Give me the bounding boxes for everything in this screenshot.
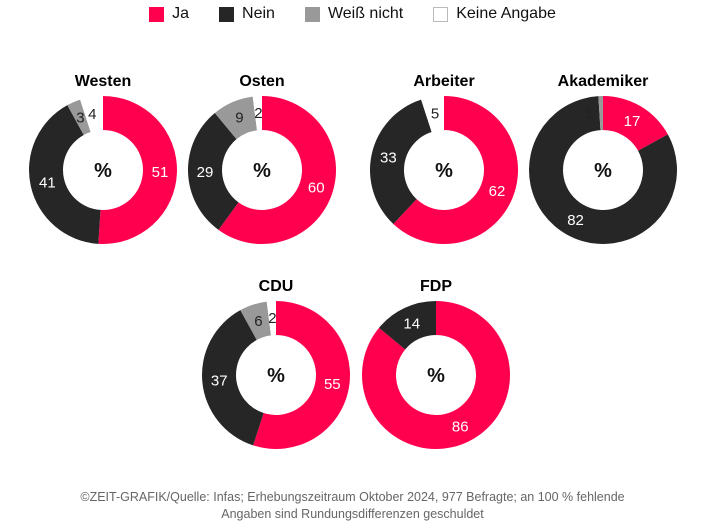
- footer: ©ZEIT-GRAFIK/Quelle: Infas; Erhebungszei…: [0, 489, 705, 523]
- donut-segment-nein: [28, 105, 101, 244]
- data-label-ja: 51: [152, 164, 169, 181]
- chart-title: Westen: [75, 73, 132, 90]
- footer-note: Angaben sind Rundungsdifferenzen geschul…: [221, 507, 484, 521]
- data-label-ja: 17: [624, 113, 641, 130]
- center-percent-label: %: [94, 160, 112, 182]
- legend-label: Keine Angabe: [456, 5, 556, 22]
- swatch-ja: [149, 6, 165, 22]
- data-label-ja: 86: [452, 419, 469, 436]
- chart-title: Akademiker: [558, 73, 649, 90]
- legend-label: Nein: [242, 5, 275, 22]
- center-percent-label: %: [435, 160, 453, 182]
- legend-item-keine: Keine Angabe: [433, 5, 556, 23]
- donut-segment-ja: [98, 96, 178, 244]
- donut-segment-nein: [202, 310, 264, 446]
- data-label-keine-angabe: 4: [88, 106, 96, 123]
- donut-segment-keine-angabe: [421, 96, 444, 132]
- swatch-nein: [219, 6, 235, 22]
- legend-item-weiss: Weiß nicht: [304, 5, 404, 23]
- swatch-weiss: [304, 6, 320, 22]
- chart-title: CDU: [259, 278, 294, 295]
- donut-segment-ja: [393, 96, 518, 244]
- donut-segment-ja: [253, 301, 350, 449]
- donut-segment-keine-angabe: [252, 96, 262, 131]
- data-label-keine-angabe: 2: [254, 105, 262, 122]
- legend-item-nein: Nein: [219, 5, 275, 23]
- legend: Ja Nein Weiß nicht Keine Angabe: [0, 5, 705, 23]
- donut-segment-ja: [603, 96, 668, 151]
- data-label-weiss-nicht: 3: [76, 110, 84, 127]
- donut-segment-nein: [370, 99, 432, 224]
- donut-segment-ja: [362, 301, 511, 450]
- data-label-nein: 37: [211, 372, 228, 389]
- data-label-weiss-nicht: 9: [235, 110, 243, 127]
- donut-segment-keine-angabe: [80, 96, 101, 132]
- data-label-ja: 55: [324, 376, 341, 393]
- swatch-keine: [433, 6, 449, 22]
- data-label-weiss-nicht: 1: [585, 105, 593, 122]
- data-label-nein: 29: [197, 164, 214, 181]
- footer-source: ©ZEIT-GRAFIK/Quelle: Infas; Erhebungszei…: [80, 490, 625, 504]
- data-label-nein: 14: [403, 315, 420, 332]
- legend-label: Weiß nicht: [327, 5, 404, 22]
- data-label-weiss-nicht: 6: [254, 313, 262, 330]
- center-percent-label: %: [267, 365, 285, 387]
- data-label-ja: 60: [308, 180, 325, 197]
- donut-segment-nein: [378, 301, 436, 350]
- data-label-ja: 62: [489, 183, 506, 200]
- donut-segment-weiss-nicht: [240, 301, 271, 340]
- donut-segment-ja: [218, 96, 336, 244]
- center-percent-label: %: [427, 365, 445, 387]
- data-label-nein: 41: [39, 174, 56, 191]
- chart-title: Osten: [239, 73, 284, 90]
- legend-item-ja: Ja: [149, 5, 189, 23]
- center-percent-label: %: [594, 160, 612, 182]
- data-label-nein: 33: [380, 150, 397, 167]
- donut-segment-weiss-nicht: [67, 99, 91, 135]
- donut-segment-nein: [188, 112, 239, 230]
- center-percent-label: %: [253, 160, 271, 182]
- donut-segment-weiss-nicht: [598, 96, 603, 131]
- data-label-keine-angabe: 2: [268, 310, 276, 327]
- donut-segment-nein: [529, 96, 677, 244]
- legend-label: Ja: [172, 5, 190, 22]
- data-label-keine-angabe: 5: [431, 106, 439, 123]
- chart-title: FDP: [420, 278, 452, 295]
- donut-segment-weiss-nicht: [214, 96, 257, 140]
- data-label-nein: 82: [567, 212, 584, 229]
- chart-title: Arbeiter: [413, 73, 474, 90]
- donut-segment-keine-angabe: [266, 301, 276, 336]
